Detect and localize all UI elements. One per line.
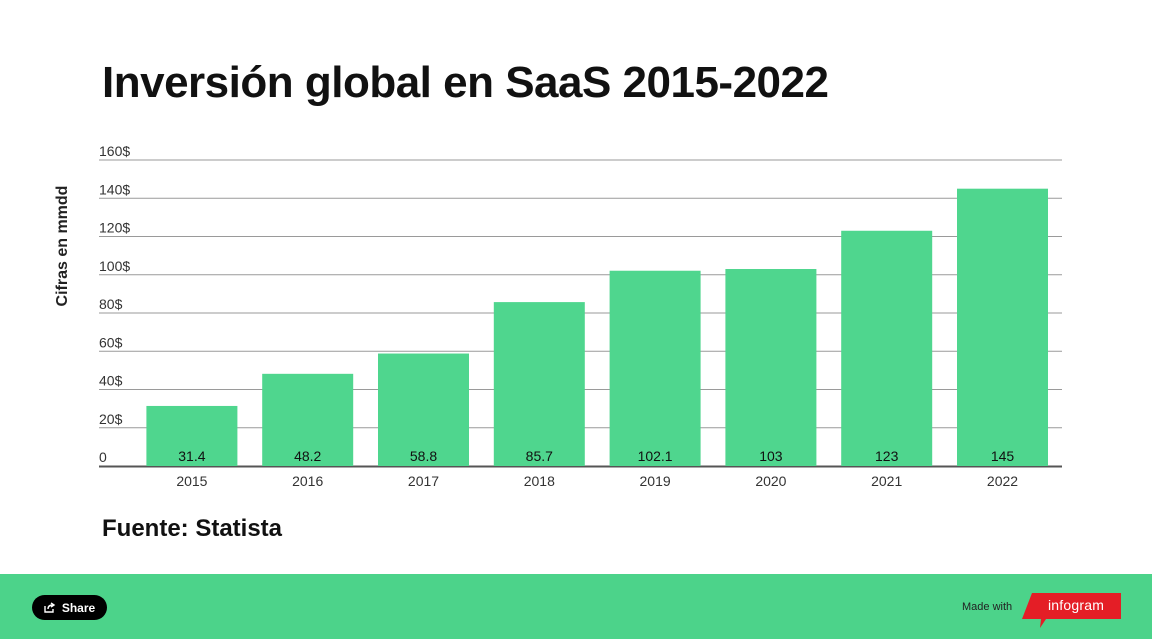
x-tick-label: 2022 [987, 473, 1018, 489]
y-axis-title: Cifras en mmdd [54, 186, 71, 307]
bar-value-label: 123 [875, 448, 899, 464]
chart-title: Inversión global en SaaS 2015-2022 [102, 58, 829, 107]
brand-text: infogram [1048, 597, 1105, 613]
bar [378, 353, 469, 466]
x-tick-label: 2020 [755, 473, 786, 489]
share-label: Share [61, 600, 96, 615]
bar-value-label: 58.8 [410, 448, 437, 464]
bar [957, 188, 1048, 466]
x-tick-label: 2015 [176, 473, 207, 489]
y-tick-label: 100$ [99, 258, 130, 274]
bar [841, 230, 933, 466]
footer-bar: Share Made with infogram [0, 574, 1152, 639]
y-tick-label: 40$ [99, 373, 123, 389]
x-tick-label: 2018 [524, 473, 555, 489]
bar-value-label: 145 [991, 448, 1015, 464]
bar-value-label: 103 [759, 448, 783, 464]
share-icon [44, 602, 56, 613]
y-tick-label: 0 [99, 449, 107, 465]
y-tick-label: 60$ [99, 334, 123, 350]
bar [146, 405, 238, 466]
bars [146, 188, 1048, 466]
made-with-text: Made with [962, 601, 1013, 613]
x-tick-label: 2019 [640, 473, 671, 489]
infogram-logo[interactable]: infogram [1022, 593, 1122, 629]
source-note: Fuente: Statista [102, 515, 283, 542]
x-tick-label: 2021 [871, 473, 902, 489]
y-tick-label: 120$ [99, 220, 130, 236]
bar-value-label: 85.7 [526, 448, 553, 464]
bar-value-label: 102.1 [638, 448, 673, 464]
bar-value-label: 31.4 [178, 448, 205, 464]
infogram-logo-shape [1022, 593, 1121, 628]
labels: 0 20$ 40$ 60$ 80$ 100$ 120$ 140$ 160$ Cifras en m… [54, 143, 1018, 489]
bar-chart: 0 20$ 40$ 60$ 80$ 100$ 120$ 140$ 160$ Cifras en m… [54, 143, 1062, 489]
y-tick-label: 140$ [99, 181, 130, 197]
y-tick-label: 20$ [99, 411, 123, 427]
bar [609, 270, 701, 466]
bar-value-label: 48.2 [294, 448, 321, 464]
y-tick-label: 80$ [99, 296, 123, 312]
bar [725, 269, 817, 466]
bar [262, 373, 354, 466]
x-tick-label: 2016 [292, 473, 323, 489]
x-tick-label: 2017 [408, 473, 439, 489]
y-tick-label: 160$ [99, 143, 130, 159]
share-button[interactable]: Share [32, 595, 107, 620]
bar [493, 302, 585, 466]
